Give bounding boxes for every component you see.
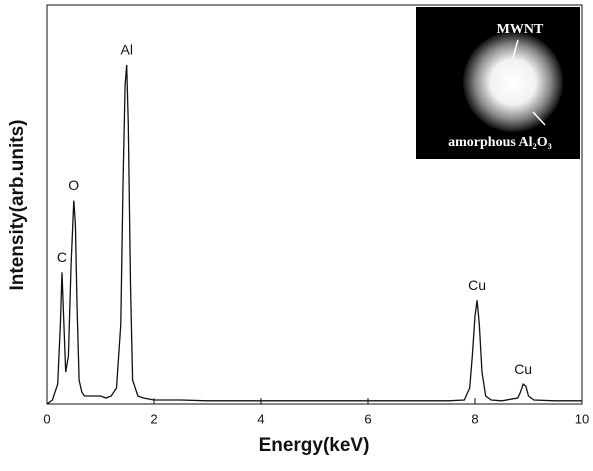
peak-label: O (68, 177, 79, 193)
peak-label: Cu (468, 277, 486, 293)
x-tick-label: 0 (43, 411, 50, 426)
peak-label: Al (120, 42, 132, 58)
x-tick-label: 8 (471, 411, 478, 426)
chart: MWNT amorphous Al₂O₃ Energy(keV) Intensi… (0, 0, 593, 466)
x-tick-label: 4 (257, 411, 264, 426)
x-tick-label: 2 (150, 411, 157, 426)
inset-label: MWNT (497, 22, 544, 37)
peak-label: C (57, 249, 67, 265)
x-axis-label: Energy(keV) (259, 435, 370, 456)
inset-halo (463, 32, 563, 132)
x-tick-label: 6 (364, 411, 371, 426)
x-tick-label: 10 (575, 411, 589, 426)
inset: MWNT amorphous Al₂O₃ (416, 7, 580, 159)
peak-label: Cu (514, 361, 532, 377)
y-axis-label: Intensity(arb.units) (7, 119, 28, 290)
inset-label: amorphous Al₂O₃ (448, 135, 552, 150)
